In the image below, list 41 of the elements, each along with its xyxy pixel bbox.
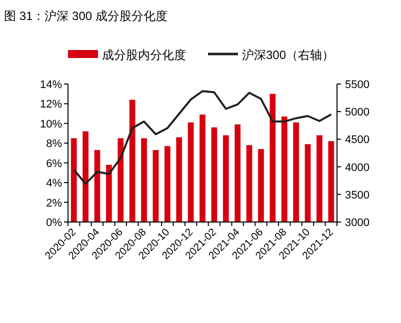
y2-tick-label: 3500 <box>345 189 370 202</box>
y-tick-label: 0% <box>46 217 62 229</box>
bar <box>234 124 241 222</box>
bar <box>316 135 322 222</box>
bar <box>222 135 229 222</box>
bar <box>129 100 136 222</box>
y-tick-label: 12% <box>40 98 62 111</box>
y2-tick-label: 5000 <box>345 106 370 119</box>
bar <box>176 137 182 222</box>
chart-title: 图 31：沪深 300 成分股分化度 <box>4 9 168 23</box>
bar <box>118 138 124 222</box>
bar <box>141 138 147 222</box>
y2-tick-label: 4500 <box>345 134 370 146</box>
bar <box>152 150 159 222</box>
y2-tick-label: 5500 <box>345 79 370 91</box>
y-tick-label: 14% <box>40 79 62 91</box>
bar <box>270 94 276 222</box>
bar <box>94 150 100 222</box>
y-tick-label: 8% <box>46 138 62 150</box>
bar <box>281 116 288 222</box>
bar <box>211 127 218 222</box>
bar <box>293 122 299 222</box>
legend-label: 沪深300（右轴） <box>242 48 334 62</box>
bar <box>328 141 334 222</box>
y-tick-label: 6% <box>46 158 62 170</box>
bar <box>200 114 206 222</box>
bar <box>106 164 112 222</box>
y2-tick-label: 4000 <box>345 162 370 174</box>
bar <box>304 144 311 222</box>
line-series <box>72 90 332 185</box>
legend-label: 成分股内分化度 <box>102 48 186 62</box>
y2-tick-label: 3000 <box>345 217 370 229</box>
bar <box>258 149 264 222</box>
y-tick-label: 2% <box>46 197 62 210</box>
bar <box>164 146 170 222</box>
y-tick-label: 10% <box>40 118 62 130</box>
y-tick-label: 4% <box>46 178 62 190</box>
bar <box>188 122 194 222</box>
bar <box>70 138 77 222</box>
bar <box>82 131 88 222</box>
bar <box>246 145 252 222</box>
